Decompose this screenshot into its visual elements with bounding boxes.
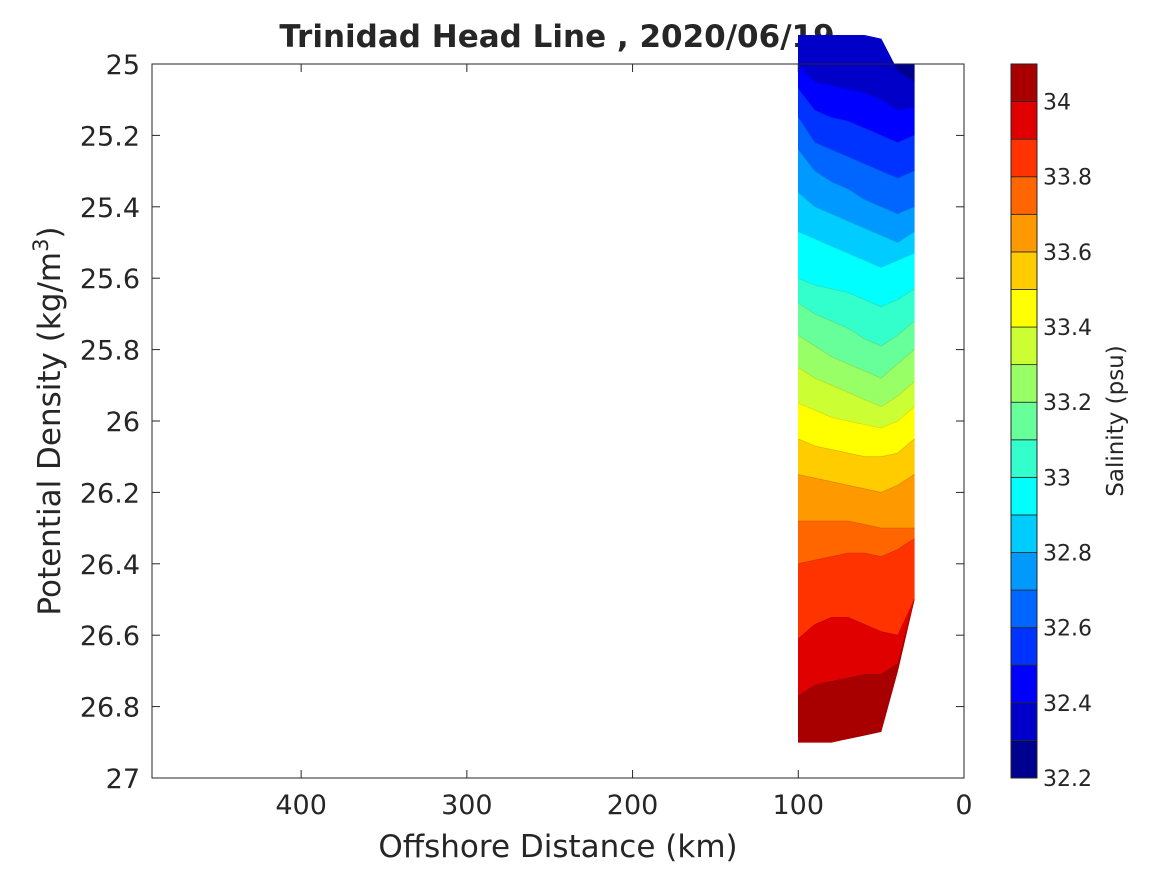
isohaline-line xyxy=(798,63,915,111)
isohaline-line xyxy=(798,302,915,347)
isohaline-line xyxy=(797,88,915,143)
colorbar-swatch xyxy=(1010,101,1038,140)
isohaline-line xyxy=(798,231,915,268)
colorbar-tick-label: 32.4 xyxy=(1043,692,1092,717)
isohaline-line xyxy=(798,520,915,529)
contour-band xyxy=(797,599,915,743)
y-tick-label: 26 xyxy=(106,407,140,438)
colorbar-swatch xyxy=(1010,138,1038,178)
y-tick-label: 25.4 xyxy=(80,193,140,224)
colorbar-swatch xyxy=(1010,213,1038,253)
colorbar-swatch xyxy=(1010,176,1038,215)
x-tick-label: 100 xyxy=(773,790,825,821)
isohaline-line xyxy=(798,334,915,379)
colorbar-swatch xyxy=(1010,476,1038,516)
plot-frame xyxy=(151,63,965,779)
colorbar-swatch xyxy=(1010,627,1038,666)
isohaline-line xyxy=(798,538,915,565)
y-tick-label: 26.6 xyxy=(80,621,140,652)
y-tick-label: 26.8 xyxy=(80,693,140,724)
y-tick-label: 25.8 xyxy=(80,336,140,367)
isohaline-line xyxy=(798,474,915,493)
y-axis-label-superscript: 3 xyxy=(29,238,53,251)
colorbar-frame xyxy=(1010,63,1038,779)
colorbar-tick-label: 32.6 xyxy=(1043,617,1092,642)
colorbar-swatch xyxy=(1010,364,1038,403)
y-tick-label: 25 xyxy=(106,50,140,81)
colorbar-tick-label: 33.4 xyxy=(1043,316,1092,341)
colorbar-swatch xyxy=(1010,401,1038,441)
isohaline-line xyxy=(798,438,915,458)
isohaline-line xyxy=(798,367,915,408)
chart-title: Trinidad Head Line , 2020/06/19 xyxy=(279,19,834,55)
isohaline-line xyxy=(798,192,915,243)
y-tick-label: 26.4 xyxy=(80,550,140,581)
colorbar-swatch xyxy=(1010,589,1038,629)
colorbar-swatch xyxy=(1010,326,1038,366)
isohaline-line xyxy=(797,149,915,215)
colorbar-tick-label: 32.8 xyxy=(1043,542,1092,567)
colorbar-swatch xyxy=(1010,251,1038,290)
colorbar-swatch xyxy=(1010,514,1038,553)
y-tick-label: 25.2 xyxy=(80,121,140,152)
y-tick-label: 26.2 xyxy=(80,478,140,509)
x-tick-label: 400 xyxy=(275,790,327,821)
x-tick-label: 200 xyxy=(607,790,659,821)
colorbar-label: Salinity (psu) xyxy=(1103,345,1129,497)
colorbar-tick-label: 32.2 xyxy=(1043,767,1092,792)
colorbar-tick-label: 34 xyxy=(1043,91,1071,116)
y-tick-label: 25.6 xyxy=(80,264,140,295)
y-axis-label: Potential Density (kg/m3) xyxy=(29,226,68,615)
colorbar-ticks: 32.2 32.4 32.6 32.8 33 33.2 33.4 33.6 33.8 34 xyxy=(1043,91,1092,792)
colorbar-swatch xyxy=(1010,702,1038,741)
colorbar-tick-label: 33.8 xyxy=(1043,166,1092,191)
colorbar xyxy=(1010,63,1038,779)
x-axis-label: Offshore Distance (km) xyxy=(378,829,737,865)
y-tick-label: 27 xyxy=(106,764,140,795)
isohaline-line xyxy=(798,617,898,640)
isohaline-line xyxy=(798,402,915,429)
colorbar-tick-label: 33 xyxy=(1043,466,1071,491)
contour-fill xyxy=(797,35,915,743)
colorbar-swatch xyxy=(1010,63,1038,102)
colorbar-swatch xyxy=(1010,664,1038,704)
x-tick-label: 300 xyxy=(441,790,493,821)
colorbar-swatch xyxy=(1010,289,1038,328)
isohaline-line xyxy=(798,663,898,697)
colorbar-tick-label: 33.6 xyxy=(1043,241,1092,266)
isohaline-line xyxy=(798,277,915,308)
colorbar-swatch xyxy=(1010,740,1038,779)
y-axis-label-main: Potential Density (kg/m xyxy=(32,252,68,616)
colorbar-tick-label: 33.2 xyxy=(1043,391,1092,416)
y-axis-label-tail: ) xyxy=(32,226,68,238)
x-axis-ticks: 400 300 200 100 0 xyxy=(275,64,973,821)
isohaline-line xyxy=(847,731,882,740)
x-tick-label: 0 xyxy=(955,790,972,821)
colorbar-swatch xyxy=(1010,552,1038,591)
isohaline-line xyxy=(797,117,915,179)
colorbar-swatch xyxy=(1010,439,1038,478)
